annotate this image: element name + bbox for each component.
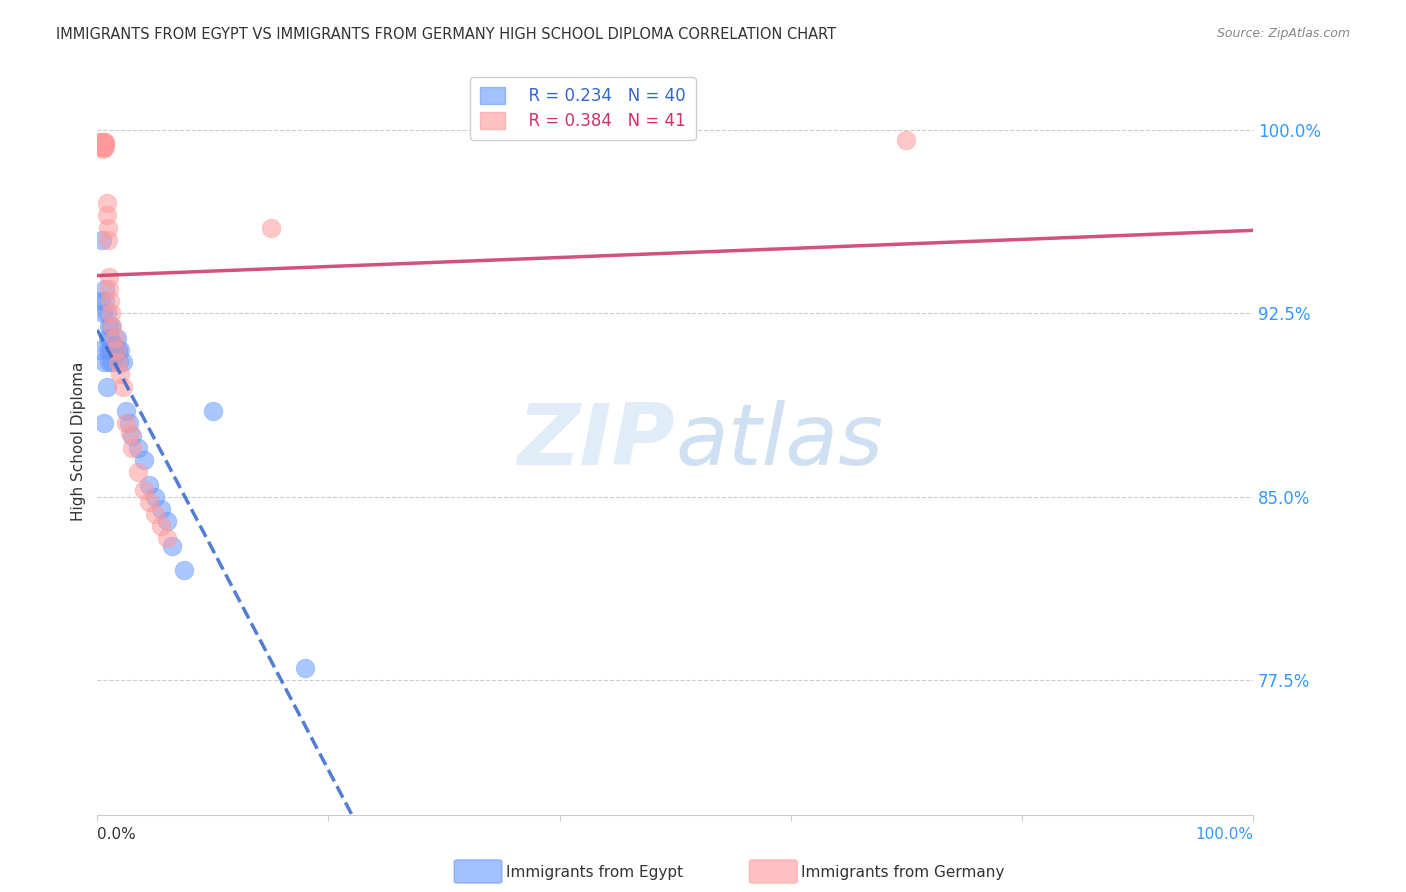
Point: [104, 348, 127, 362]
Point: [100, 343, 122, 357]
Point: [90, 135, 112, 149]
Point: [91, 137, 114, 152]
Point: [91, 142, 114, 156]
Point: [143, 507, 166, 521]
Text: 100.0%: 100.0%: [1195, 827, 1253, 842]
Point: [97, 331, 120, 345]
Point: [118, 426, 141, 441]
Point: [91, 140, 114, 154]
Point: [294, 661, 316, 675]
Point: [89, 137, 111, 152]
Point: [138, 495, 160, 509]
Point: [93, 135, 115, 149]
Point: [91, 233, 114, 247]
Point: [101, 355, 124, 369]
Point: [107, 355, 129, 369]
Text: IMMIGRANTS FROM EGYPT VS IMMIGRANTS FROM GERMANY HIGH SCHOOL DIPLOMA CORRELATION: IMMIGRANTS FROM EGYPT VS IMMIGRANTS FROM…: [56, 27, 837, 42]
Point: [111, 355, 134, 369]
Point: [96, 306, 118, 320]
Point: [260, 220, 283, 235]
Point: [93, 137, 115, 152]
Point: [105, 331, 128, 345]
Point: [94, 140, 117, 154]
Point: [107, 343, 129, 357]
Point: [96, 208, 118, 222]
Point: [97, 355, 120, 369]
Point: [127, 441, 149, 455]
Y-axis label: High School Diploma: High School Diploma: [72, 362, 86, 522]
Point: [117, 417, 139, 431]
Point: [100, 306, 122, 320]
Point: [162, 539, 184, 553]
Point: [156, 532, 179, 546]
Point: [149, 502, 172, 516]
Point: [127, 466, 149, 480]
Point: [103, 338, 125, 352]
Point: [87, 135, 110, 149]
Point: [101, 318, 124, 333]
Point: [896, 132, 918, 146]
Point: [97, 220, 120, 235]
Point: [138, 477, 160, 491]
Text: Immigrants from Germany: Immigrants from Germany: [801, 865, 1005, 880]
Point: [104, 331, 127, 345]
Point: [91, 137, 114, 152]
Point: [121, 428, 143, 442]
Point: [108, 355, 131, 369]
Point: [132, 483, 155, 497]
Point: [90, 293, 112, 308]
Point: [94, 135, 117, 149]
Point: [121, 441, 143, 455]
Point: [94, 137, 117, 152]
Point: [110, 368, 132, 382]
Legend:   R = 0.234   N = 40,   R = 0.384   N = 41: R = 0.234 N = 40, R = 0.384 N = 41: [470, 77, 696, 140]
Point: [96, 380, 118, 394]
Point: [173, 563, 195, 577]
Point: [97, 233, 120, 247]
Point: [97, 282, 120, 296]
Text: atlas: atlas: [675, 401, 883, 483]
Point: [97, 269, 120, 284]
Point: [96, 196, 118, 211]
Point: [115, 404, 138, 418]
Point: [156, 514, 179, 528]
Point: [97, 318, 120, 333]
Point: [100, 318, 122, 333]
Text: 0.0%: 0.0%: [97, 827, 136, 842]
Point: [90, 140, 112, 154]
Text: Immigrants from Egypt: Immigrants from Egypt: [506, 865, 683, 880]
Point: [111, 380, 134, 394]
Point: [104, 343, 127, 357]
Point: [98, 331, 121, 345]
Point: [97, 343, 120, 357]
Point: [94, 282, 117, 296]
Point: [91, 306, 114, 320]
Point: [104, 343, 127, 357]
Point: [93, 140, 115, 154]
Point: [94, 293, 117, 308]
Point: [98, 293, 121, 308]
Point: [149, 519, 172, 533]
Point: [98, 343, 121, 357]
Text: ZIP: ZIP: [517, 401, 675, 483]
Point: [115, 417, 138, 431]
Point: [89, 343, 111, 357]
Point: [110, 343, 132, 357]
Point: [93, 417, 115, 431]
Text: Source: ZipAtlas.com: Source: ZipAtlas.com: [1216, 27, 1350, 40]
Point: [143, 490, 166, 504]
Point: [132, 453, 155, 467]
Point: [201, 404, 224, 418]
Point: [93, 355, 115, 369]
Point: [91, 140, 114, 154]
Point: [91, 135, 114, 149]
